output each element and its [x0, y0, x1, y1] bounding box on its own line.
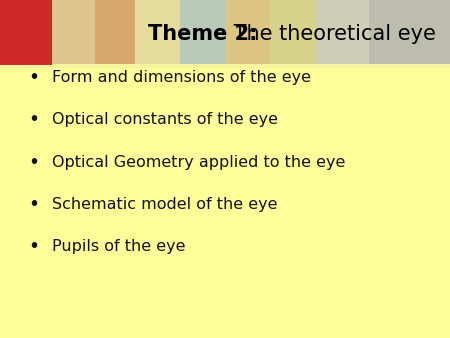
- Text: Schematic model of the eye: Schematic model of the eye: [52, 197, 277, 212]
- Text: Optical constants of the eye: Optical constants of the eye: [52, 113, 278, 127]
- Text: Optical Geometry applied to the eye: Optical Geometry applied to the eye: [52, 155, 345, 170]
- Text: •: •: [28, 237, 39, 256]
- Text: Form and dimensions of the eye: Form and dimensions of the eye: [52, 70, 311, 85]
- Bar: [0, 0, 450, 68]
- Text: Pupils of the eye: Pupils of the eye: [52, 239, 185, 254]
- Bar: [0, 0, 52, 64]
- Bar: [135, 0, 180, 64]
- Text: Theme 2:: Theme 2:: [148, 24, 258, 44]
- Bar: [369, 0, 450, 64]
- Text: •: •: [28, 195, 39, 214]
- Text: •: •: [28, 68, 39, 87]
- Bar: [180, 0, 225, 64]
- Bar: [270, 0, 315, 64]
- Text: •: •: [28, 111, 39, 129]
- Bar: [315, 0, 369, 64]
- Text: The theoretical eye: The theoretical eye: [227, 24, 436, 44]
- Bar: [52, 0, 94, 64]
- Bar: [94, 0, 135, 64]
- Bar: [0, 0, 52, 65]
- Bar: [225, 0, 270, 64]
- Text: •: •: [28, 153, 39, 172]
